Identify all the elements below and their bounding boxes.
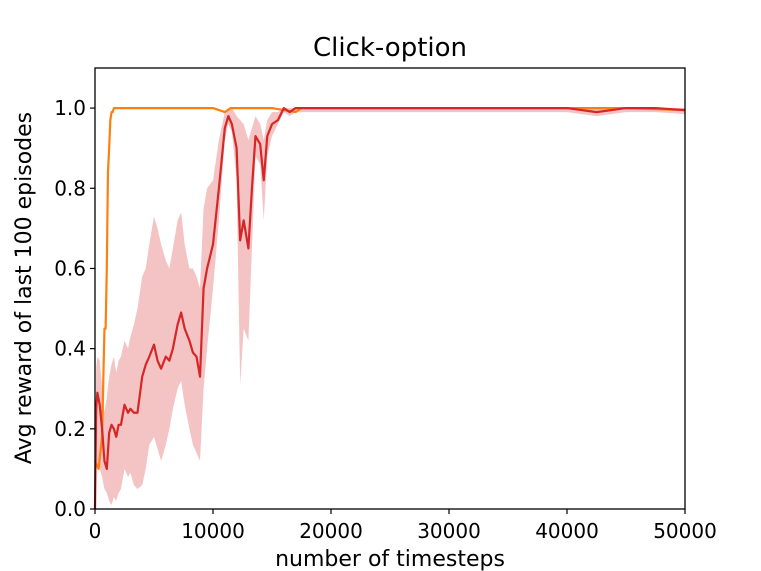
y-tick-label: 0.6 [54,256,86,280]
x-tick-label: 0 [89,519,102,543]
x-tick-label: 10000 [181,519,245,543]
y-axis: 0.0 0.2 0.4 0.6 0.8 1.0 [54,96,95,521]
x-tick-label: 20000 [299,519,363,543]
series-2-line [93,106,686,510]
x-tick-label: 30000 [417,519,481,543]
x-axis-title: number of timesteps [275,547,505,571]
x-axis: 0 10000 20000 30000 40000 50000 [89,509,717,543]
y-tick-label: 0.8 [54,176,86,200]
y-tick-label: 0.0 [54,497,86,521]
series-2-band [95,108,685,509]
plot-frame [94,67,686,510]
y-axis-title: Avg reward of last 100 episodes [12,112,37,464]
chart-title: Click-option [313,33,467,63]
x-tick-label: 50000 [653,519,717,543]
x-tick-label: 40000 [535,519,599,543]
y-tick-label: 0.4 [54,337,86,361]
y-tick-label: 1.0 [54,96,86,120]
y-tick-label: 0.2 [54,417,86,441]
plot-area [93,106,686,510]
